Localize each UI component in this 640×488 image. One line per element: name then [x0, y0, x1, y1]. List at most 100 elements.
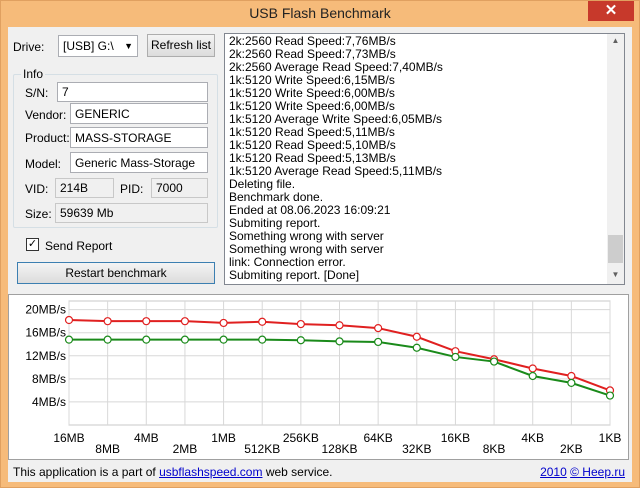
sn-label: S/N:	[25, 86, 49, 100]
data-point	[489, 357, 499, 366]
data-point	[258, 317, 267, 326]
x-tick-label: 64KB	[363, 431, 392, 445]
y-tick-label: 12MB/s	[25, 349, 66, 363]
scroll-thumb[interactable]	[608, 235, 623, 263]
log-line: 1k:5120 Read Speed:5,10MB/s	[229, 138, 396, 152]
refresh-list-button[interactable]: Refresh list	[147, 34, 215, 57]
model-field[interactable]: Generic Mass-Storage	[70, 152, 208, 173]
model-label: Model:	[25, 157, 62, 171]
drive-select-value: [USB] G:\	[63, 39, 114, 53]
client-area: Drive: [USB] G:\ ▼ Refresh list Info S/N…	[8, 27, 632, 482]
x-tick-label: 2MB	[173, 442, 198, 456]
window-title: USB Flash Benchmark	[249, 5, 391, 21]
log-line: link: Connection error.	[229, 255, 346, 269]
data-point	[296, 319, 305, 329]
log-line: 1k:5120 Read Speed:5,13MB/s	[229, 151, 396, 165]
drive-label: Drive:	[13, 40, 45, 54]
vendor-field[interactable]: GENERIC	[70, 103, 208, 124]
send-report-label[interactable]: Send Report	[45, 239, 113, 253]
x-tick-label: 1MB	[211, 431, 236, 445]
data-point	[567, 378, 576, 387]
vid-field: 214B	[55, 178, 114, 198]
scroll-down-icon[interactable]: ▼	[611, 270, 620, 279]
x-tick-label: 4KB	[521, 431, 544, 445]
checkmark-icon: ✓	[27, 238, 38, 250]
title-bar[interactable]: USB Flash Benchmark ✕	[1, 1, 639, 25]
data-point	[258, 335, 267, 344]
drive-select[interactable]: [USB] G:\ ▼	[58, 35, 138, 57]
log-line: Benchmark done.	[229, 190, 324, 204]
log-lines: 2k:2560 Read Speed:7,76MB/s 2k:2560 Read …	[229, 35, 443, 282]
x-tick-label: 8MB	[95, 442, 120, 456]
footer-text: This application is a part of usbflashsp…	[13, 465, 333, 479]
x-tick-label: 16KB	[441, 431, 470, 445]
y-tick-label: 4MB/s	[32, 395, 66, 409]
data-point	[142, 335, 151, 344]
product-label: Product:	[25, 131, 70, 145]
log-textbox[interactable]: 2k:2560 Read Speed:7,76MB/s 2k:2560 Read …	[224, 33, 625, 285]
data-point	[103, 317, 112, 326]
x-tick-label: 2KB	[560, 442, 583, 456]
usbflashspeed-link[interactable]: usbflashspeed.com	[159, 465, 263, 479]
sn-field[interactable]: 7	[57, 82, 208, 102]
log-line: 1k:5120 Read Speed:5,11MB/s	[229, 125, 395, 139]
data-point	[451, 352, 460, 362]
data-point	[142, 317, 151, 326]
product-field[interactable]: MASS-STORAGE	[70, 127, 208, 148]
data-point	[335, 321, 344, 330]
log-line: Something wrong with server	[229, 229, 384, 243]
speed-chart: 20MB/s 16MB/s 12MB/s 8MB/s 4MB/s 16MB 8MB 4MB 2M…	[25, 300, 622, 456]
size-field: 59639 Mb	[55, 203, 208, 223]
send-report-checkbox[interactable]: ✓	[26, 238, 39, 251]
log-line: 1k:5120 Average Read Speed:5,11MB/s	[229, 164, 443, 178]
data-point	[412, 343, 421, 352]
scroll-up-icon[interactable]: ▲	[611, 36, 620, 45]
close-icon: ✕	[604, 2, 618, 19]
size-label: Size:	[25, 207, 52, 221]
x-tick-label: 128KB	[321, 442, 357, 456]
data-point	[528, 364, 537, 373]
close-button[interactable]: ✕	[588, 1, 634, 21]
x-tick-label: 512KB	[244, 442, 280, 456]
log-line: 2k:2560 Average Read Speed:7,40MB/s	[229, 60, 443, 74]
data-point	[335, 337, 344, 346]
speed-chart-panel: 20MB/s 16MB/s 12MB/s 8MB/s 4MB/s 16MB 8MB 4MB 2M…	[8, 294, 629, 460]
chevron-down-icon[interactable]: ▼	[124, 41, 133, 51]
y-tick-label: 16MB/s	[25, 326, 66, 340]
info-group	[13, 74, 218, 228]
pid-field: 7000	[151, 178, 208, 198]
log-line: 1k:5120 Write Speed:6,00MB/s	[229, 99, 395, 113]
footer-text-after: web service.	[262, 465, 333, 479]
restart-benchmark-button[interactable]: Restart benchmark	[17, 262, 215, 284]
log-line: 1k:5120 Average Write Speed:6,05MB/s	[229, 112, 443, 126]
footer-text-before: This application is a part of	[13, 465, 160, 479]
data-point	[412, 332, 421, 341]
y-tick-label: 8MB/s	[32, 372, 66, 386]
pid-label: PID:	[120, 182, 144, 196]
x-tick-label: 1KB	[599, 431, 622, 445]
data-point	[374, 337, 383, 347]
year-link[interactable]: 2010	[540, 465, 567, 479]
log-line: Something wrong with server	[229, 242, 384, 256]
x-tick-label: 256KB	[283, 431, 319, 445]
x-tick-label: 4MB	[134, 431, 159, 445]
data-point	[219, 318, 228, 328]
x-tick-label: 32KB	[402, 442, 431, 456]
data-point	[219, 335, 228, 344]
log-line: Deleting file.	[229, 177, 296, 191]
vid-label: VID:	[25, 182, 49, 196]
data-point	[296, 336, 305, 345]
data-point	[567, 371, 576, 381]
data-point	[374, 324, 383, 333]
log-line: 1k:5120 Write Speed:6,00MB/s	[229, 86, 395, 100]
data-point	[64, 335, 74, 344]
heep-link[interactable]: © Heep.ru	[570, 465, 625, 479]
x-tick-label: 8KB	[483, 442, 506, 456]
log-scrollbar[interactable]: ▲ ▼	[607, 34, 624, 284]
log-line: 2k:2560 Read Speed:7,76MB/s	[229, 34, 396, 48]
data-point	[103, 335, 112, 344]
data-point	[605, 391, 615, 400]
log-line: Submiting report. [Done]	[229, 268, 360, 282]
data-point	[180, 335, 190, 344]
